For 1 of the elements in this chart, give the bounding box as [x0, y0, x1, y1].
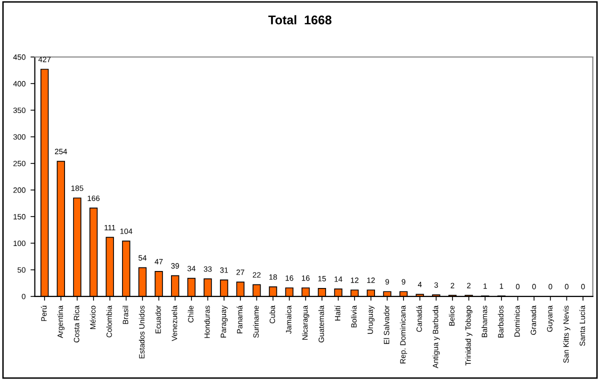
chart-title: Total 1668: [268, 15, 332, 24]
